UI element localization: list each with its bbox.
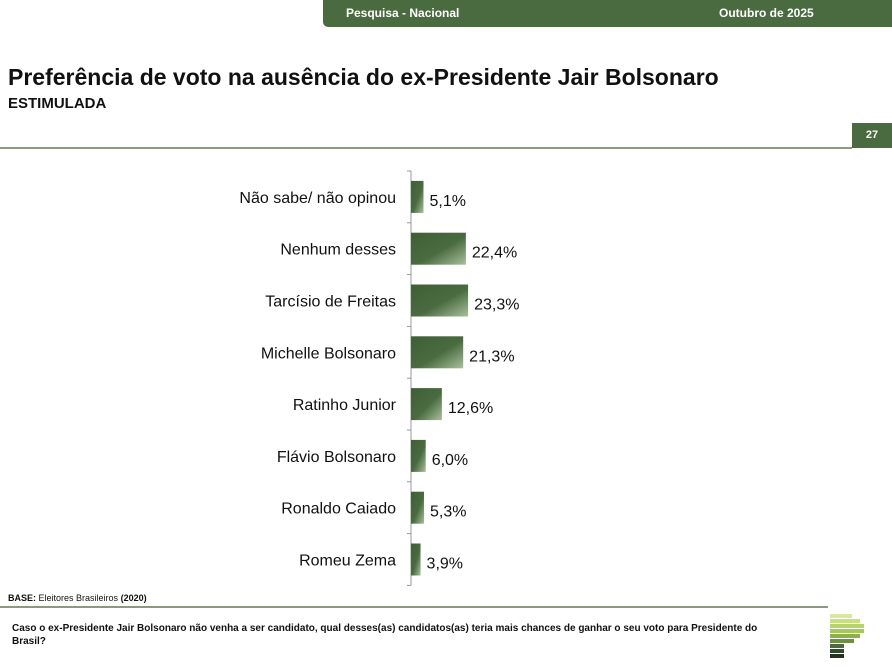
- page-number: 27: [852, 123, 892, 148]
- bar: [411, 543, 421, 576]
- category-label: Tarcísio de Freitas: [265, 294, 396, 311]
- category-label: Não sabe/ não opinou: [239, 190, 396, 207]
- question-text: Caso o ex-Presidente Jair Bolsonaro não …: [12, 623, 758, 647]
- category-label: Romeu Zema: [299, 553, 396, 570]
- bar-chart: Não sabe/ não opinou 5,1% Nenhum desses 22,…: [239, 170, 519, 586]
- category-label: Ratinho Junior: [293, 397, 397, 414]
- date-label: Outubro de 2025: [719, 6, 814, 20]
- data-label: 12,6%: [448, 400, 493, 417]
- bar: [411, 284, 469, 317]
- bar: [411, 491, 424, 524]
- bar: [411, 336, 464, 369]
- bar: [411, 388, 442, 421]
- survey-label: Pesquisa - Nacional: [346, 6, 460, 20]
- page-title: Preferência de voto na ausência do ex-Pr…: [8, 64, 719, 90]
- data-label: 5,3%: [430, 504, 466, 521]
- logo-icon: [830, 614, 864, 658]
- category-label: Michelle Bolsonaro: [261, 345, 396, 362]
- bar: [411, 232, 466, 265]
- category-label: Flávio Bolsonaro: [277, 449, 396, 466]
- data-label: 23,3%: [474, 297, 519, 314]
- data-label: 21,3%: [469, 348, 514, 365]
- data-label: 5,1%: [429, 193, 465, 210]
- data-label: 22,4%: [472, 245, 517, 262]
- divider: [0, 147, 852, 149]
- category-label: Ronaldo Caiado: [281, 501, 396, 518]
- header-bar: Pesquisa - Nacional Outubro de 2025: [323, 0, 892, 27]
- base-note: BASE: Eleitores Brasileiros (2020): [8, 593, 147, 603]
- data-label: 6,0%: [432, 452, 468, 469]
- category-label: Nenhum desses: [280, 242, 396, 259]
- page-subtitle: ESTIMULADA: [8, 95, 107, 112]
- divider: [0, 606, 828, 608]
- data-label: 3,9%: [427, 556, 463, 573]
- bar: [411, 439, 426, 472]
- bar: [411, 180, 424, 213]
